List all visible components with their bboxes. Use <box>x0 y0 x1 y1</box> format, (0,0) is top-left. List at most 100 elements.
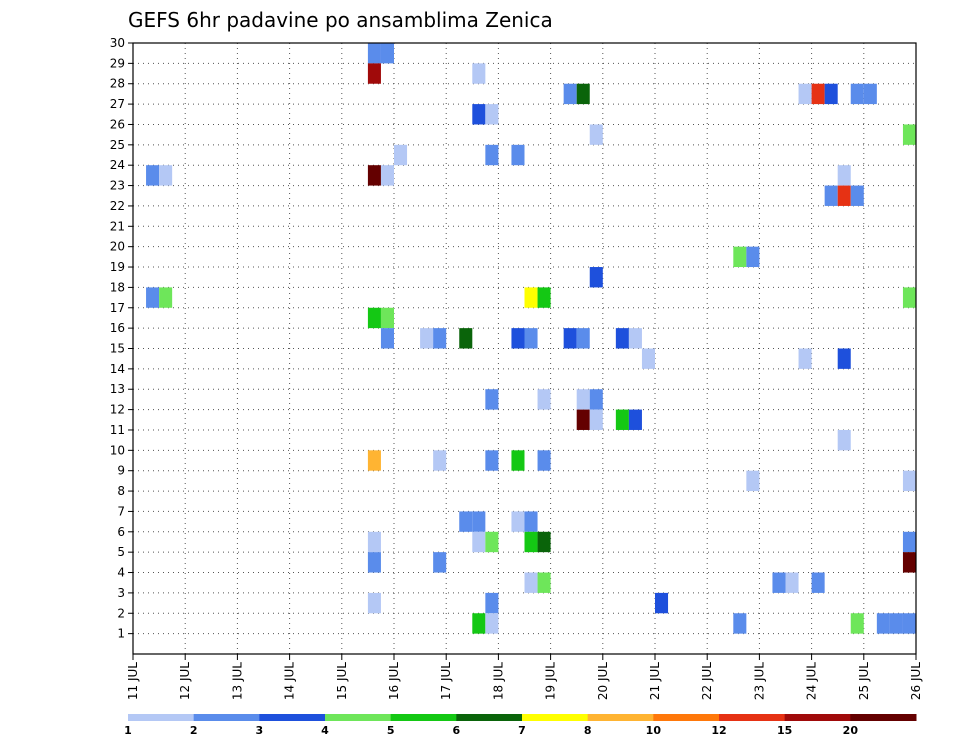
data-cell <box>472 104 486 125</box>
data-cell <box>811 83 825 105</box>
x-tick-label: 26 JUL <box>909 662 923 700</box>
legend-swatch <box>719 714 786 721</box>
y-tick-label: 9 <box>117 464 125 478</box>
x-tick-label: 17 JUL <box>439 662 453 700</box>
y-tick-label: 27 <box>110 97 125 111</box>
data-cell <box>367 552 381 573</box>
data-cell <box>733 246 747 268</box>
y-tick-label: 3 <box>117 586 125 600</box>
legend-swatch <box>456 714 523 721</box>
legend-label: 2 <box>190 724 198 737</box>
data-cell <box>563 83 577 105</box>
data-cell <box>367 450 381 471</box>
y-tick-label: 23 <box>110 179 125 193</box>
data-cell <box>367 592 381 614</box>
data-cell <box>367 43 381 64</box>
y-tick-label: 11 <box>110 423 125 437</box>
legend-label: 20 <box>843 724 859 737</box>
x-tick-label: 25 JUL <box>857 662 871 700</box>
data-cell <box>576 389 590 410</box>
data-cell <box>433 328 447 349</box>
data-cell <box>524 531 538 553</box>
data-cell <box>485 104 499 125</box>
data-cell <box>459 328 473 349</box>
legend-label: 8 <box>584 724 592 737</box>
legend-label: 1 <box>124 724 132 737</box>
data-cell <box>511 144 525 166</box>
data-cell <box>511 450 525 471</box>
data-cell <box>524 511 538 532</box>
data-cell <box>615 328 629 349</box>
data-cell <box>824 185 838 206</box>
y-tick-label: 14 <box>110 362 125 376</box>
data-cell <box>537 450 551 471</box>
chart-title: GEFS 6hr padavine po ansamblima Zenica <box>128 8 553 32</box>
y-tick-label: 1 <box>117 627 125 641</box>
data-cell <box>576 83 590 105</box>
y-tick-label: 21 <box>110 219 125 233</box>
legend-swatch <box>587 714 654 721</box>
data-cell <box>146 165 160 186</box>
y-tick-label: 28 <box>110 77 125 91</box>
y-tick-label: 25 <box>110 138 125 152</box>
y-tick-label: 17 <box>110 301 125 315</box>
data-cell <box>563 328 577 349</box>
data-cell <box>394 144 408 166</box>
legend-swatch <box>128 714 195 721</box>
legend-swatch <box>390 714 457 721</box>
legend-label: 5 <box>387 724 395 737</box>
data-cell <box>589 389 603 410</box>
data-cell <box>367 63 381 84</box>
data-cell <box>746 470 760 492</box>
legend-label: 15 <box>777 724 792 737</box>
data-cell <box>524 572 538 593</box>
legend-label: 12 <box>711 724 726 737</box>
y-tick-label: 30 <box>110 36 125 50</box>
x-tick-label: 23 JUL <box>752 662 766 700</box>
y-tick-label: 2 <box>117 606 125 620</box>
data-cell <box>902 613 916 634</box>
y-tick-label: 29 <box>110 56 125 70</box>
data-cell <box>798 348 812 369</box>
x-tick-label: 15 JUL <box>335 662 349 700</box>
x-tick-label: 20 JUL <box>596 662 610 700</box>
data-cell <box>159 165 173 186</box>
color-legend: 1 2 3 4 5 6 7 8 10 12 15 20 <box>124 714 917 737</box>
x-tick-label: 14 JUL <box>283 662 297 700</box>
legend-label: 4 <box>321 724 329 737</box>
data-cell <box>367 165 381 186</box>
grid-lines <box>133 43 916 654</box>
data-cell <box>472 531 486 553</box>
y-tick-label: 12 <box>110 403 125 417</box>
data-cell <box>798 83 812 105</box>
y-tick-label: 6 <box>117 525 125 539</box>
data-cell <box>902 470 916 492</box>
data-cell <box>367 531 381 553</box>
data-cell <box>589 124 603 145</box>
data-cell <box>485 592 499 614</box>
data-cell <box>850 83 864 105</box>
legend-label: 7 <box>518 724 526 737</box>
data-cell <box>902 531 916 553</box>
x-tick-label: 11 JUL <box>126 662 140 700</box>
y-tick-label: 10 <box>110 443 125 457</box>
data-cell <box>380 328 394 349</box>
legend-swatch <box>850 714 917 721</box>
y-axis-ticks: 1234567891011121314151617181920212223242… <box>110 36 133 641</box>
data-cell <box>524 287 538 308</box>
y-tick-label: 5 <box>117 545 125 559</box>
y-tick-label: 13 <box>110 382 125 396</box>
y-tick-label: 15 <box>110 342 125 356</box>
data-cell <box>902 287 916 308</box>
data-cell <box>485 450 499 471</box>
data-cell <box>485 389 499 410</box>
legend-swatch <box>784 714 851 721</box>
legend-swatch <box>193 714 260 721</box>
data-cell <box>889 613 903 634</box>
data-cell <box>380 307 394 329</box>
y-tick-label: 8 <box>117 484 125 498</box>
x-tick-label: 16 JUL <box>387 662 401 700</box>
data-cell <box>902 552 916 573</box>
y-tick-label: 16 <box>110 321 125 335</box>
